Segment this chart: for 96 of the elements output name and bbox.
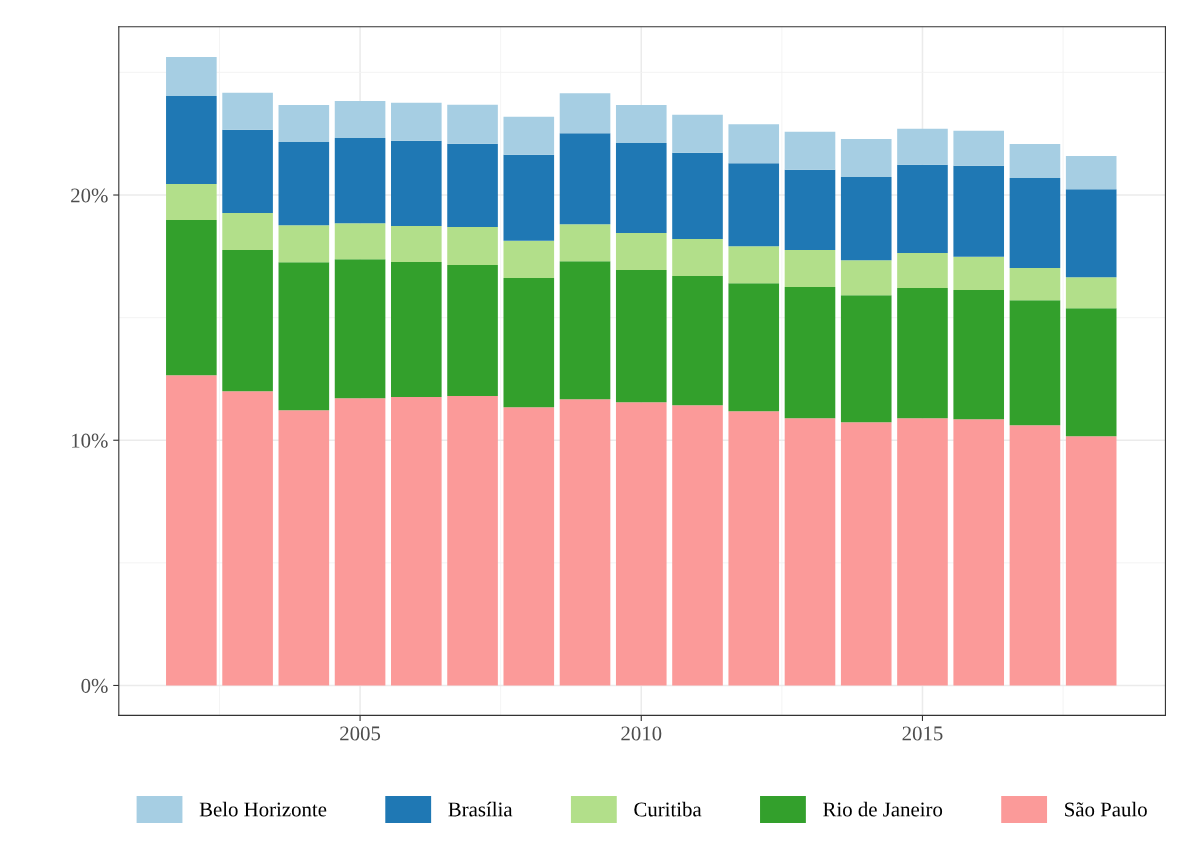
bar	[559, 261, 611, 400]
bar	[391, 261, 442, 398]
y-tick-label: 0%	[81, 678, 108, 693]
bar	[166, 375, 217, 686]
bar	[672, 275, 723, 406]
bar	[278, 410, 330, 686]
bar	[278, 225, 330, 263]
bar	[840, 295, 892, 423]
bar	[447, 396, 498, 686]
bar	[784, 286, 836, 419]
bar	[166, 183, 217, 221]
bar	[897, 287, 948, 419]
bar	[391, 225, 442, 262]
bar	[728, 283, 780, 412]
legend-label: Brasília	[448, 801, 513, 817]
bar	[615, 233, 667, 271]
bar	[503, 240, 555, 278]
bar	[953, 256, 1005, 290]
bar	[503, 154, 555, 241]
bar	[222, 391, 273, 686]
bar	[672, 152, 723, 239]
y-tick-label: 20%	[71, 188, 108, 203]
bar	[784, 418, 836, 686]
bar	[222, 129, 273, 213]
y-tick-label: 10%	[72, 433, 108, 448]
bar	[615, 402, 667, 686]
bar	[953, 419, 1005, 686]
bar	[503, 116, 555, 155]
bar	[784, 249, 836, 287]
bar	[559, 133, 611, 225]
bar	[391, 140, 442, 226]
bar	[447, 264, 498, 397]
bar	[953, 130, 1005, 166]
legend-label: São Paulo	[1065, 801, 1147, 817]
bar	[391, 397, 442, 686]
bar	[784, 131, 836, 170]
bar	[672, 405, 723, 686]
bar	[559, 399, 611, 686]
bar	[615, 143, 667, 234]
bar	[897, 418, 948, 686]
bar	[615, 270, 667, 403]
bar	[672, 238, 723, 276]
bar	[953, 165, 1005, 257]
bar	[278, 142, 330, 226]
bar	[615, 105, 667, 144]
bar	[1009, 425, 1061, 686]
bar	[728, 124, 780, 164]
bar	[953, 289, 1005, 420]
bar	[166, 56, 217, 96]
bar	[334, 138, 386, 224]
bar	[672, 114, 723, 153]
bar	[728, 163, 780, 247]
bar	[897, 164, 948, 253]
bar	[728, 411, 780, 686]
bar	[1065, 277, 1117, 309]
bar	[1009, 178, 1061, 269]
bar	[503, 277, 555, 408]
bar	[1065, 156, 1117, 190]
bar	[447, 226, 498, 265]
bar	[166, 220, 217, 376]
bar	[334, 398, 386, 686]
bar	[840, 177, 892, 261]
x-tick-label: 2010	[621, 726, 662, 741]
bar	[1009, 144, 1061, 179]
bar	[222, 249, 273, 392]
bar	[1065, 436, 1117, 686]
legend-label: Curitiba	[634, 801, 702, 817]
bar	[503, 407, 555, 686]
bar	[897, 252, 948, 288]
bar	[840, 260, 892, 296]
bar	[278, 262, 330, 411]
bar	[1065, 189, 1117, 278]
bar	[784, 169, 836, 250]
bar	[278, 105, 330, 143]
legend-label: Rio de Janeiro	[823, 801, 943, 817]
bar	[840, 422, 892, 686]
legend-label: Belo Horizonte	[199, 801, 327, 817]
bar	[334, 223, 386, 260]
bar	[1065, 308, 1117, 437]
bar	[334, 259, 386, 399]
bar	[334, 101, 386, 139]
bar	[447, 143, 498, 227]
bar	[222, 212, 273, 250]
bar	[166, 95, 217, 184]
bar	[897, 128, 948, 165]
x-tick-label: 2005	[340, 726, 381, 741]
bar	[559, 224, 611, 262]
bar	[447, 104, 498, 144]
x-tick-label: 2015	[902, 726, 943, 741]
bar	[1009, 268, 1061, 301]
bar	[222, 92, 273, 130]
bar	[391, 102, 442, 141]
bar	[559, 93, 611, 134]
bar	[1009, 300, 1061, 426]
bar	[840, 139, 892, 178]
bar	[728, 246, 780, 284]
